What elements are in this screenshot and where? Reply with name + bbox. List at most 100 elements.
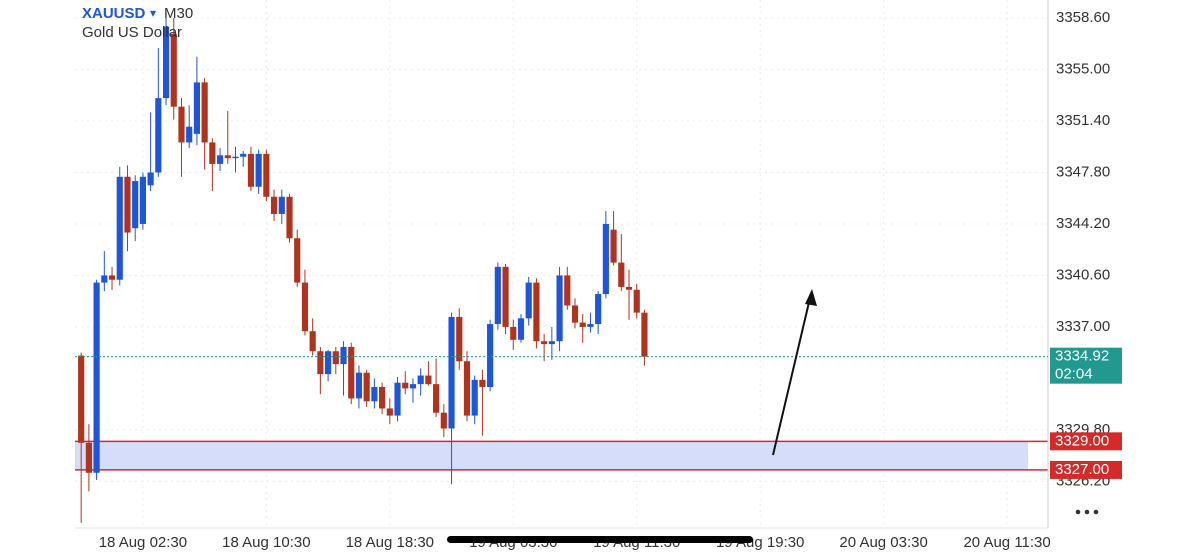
- y-tick-label: 3358.60: [1056, 9, 1110, 26]
- symbol[interactable]: XAUUSD: [82, 5, 146, 22]
- candle-body: [510, 326, 517, 340]
- candle-body: [340, 346, 347, 365]
- candle-body: [479, 379, 486, 387]
- candle-body: [425, 375, 432, 385]
- candle-body: [579, 322, 586, 327]
- candle-body: [587, 324, 594, 327]
- candle-body: [379, 386, 386, 409]
- last-price-tag: [1050, 347, 1122, 384]
- candle-body: [471, 379, 478, 416]
- candle-body: [463, 361, 471, 416]
- candle-body: [502, 266, 509, 327]
- timeframe[interactable]: M30: [164, 5, 193, 22]
- candle-body: [517, 318, 525, 340]
- candle-body: [162, 26, 170, 99]
- candles: [78, 12, 648, 523]
- arrow-head: [805, 289, 817, 306]
- candle-body: [278, 196, 285, 214]
- candle-body: [124, 176, 131, 233]
- x-tick-label: 20 Aug 11:30: [963, 534, 1050, 551]
- candle-body: [448, 316, 455, 429]
- candle-body: [525, 282, 532, 319]
- candle-body: [402, 382, 409, 389]
- candle-body: [556, 275, 563, 342]
- zone-label: 3329.00: [1055, 432, 1109, 449]
- y-tick-label: 3340.60: [1056, 266, 1110, 283]
- menu-dot[interactable]: [1093, 509, 1099, 515]
- candle-body: [487, 324, 494, 387]
- candle-body: [193, 82, 201, 134]
- candle-body: [240, 153, 247, 157]
- candle-body: [186, 126, 193, 143]
- candle-body: [571, 305, 579, 323]
- candle-body: [494, 266, 501, 325]
- candle-body: [610, 229, 617, 263]
- arrow-shaft: [772, 297, 811, 456]
- candle-body: [155, 98, 162, 173]
- menu-dot[interactable]: [1084, 509, 1090, 515]
- x-tick-label: 18 Aug 18:30: [346, 534, 434, 551]
- candle-body: [602, 223, 609, 295]
- candle-body: [209, 142, 216, 164]
- candle-body: [85, 442, 92, 473]
- candle-body: [348, 346, 355, 399]
- more-menu[interactable]: [1075, 509, 1099, 515]
- candle-body: [132, 181, 139, 229]
- candle-body: [116, 176, 123, 280]
- candle-body: [394, 382, 401, 416]
- candle-body: [325, 351, 332, 375]
- last-price-label: 3334.92: [1055, 348, 1109, 365]
- candle-body: [170, 33, 177, 107]
- candle-body: [317, 351, 324, 375]
- y-tick-label: 3344.20: [1056, 215, 1110, 232]
- y-tick-label: 3347.80: [1056, 163, 1110, 180]
- candle-body: [417, 375, 424, 385]
- candle-body: [286, 196, 293, 239]
- symbol-dropdown[interactable]: ▾: [150, 6, 156, 20]
- candle-body: [216, 155, 224, 164]
- candle-body: [363, 372, 370, 402]
- x-tick-label: 18 Aug 02:30: [99, 534, 187, 551]
- candle-body: [433, 384, 440, 413]
- candle-body: [255, 153, 262, 187]
- y-tick-label: 3355.00: [1056, 60, 1110, 77]
- candle-body: [139, 176, 146, 224]
- x-tick-label: 20 Aug 03:30: [839, 534, 927, 551]
- candle-body: [386, 408, 393, 416]
- zone: [75, 440, 1048, 471]
- candle-body: [178, 106, 185, 143]
- candle-body: [301, 282, 309, 332]
- candle-body: [440, 412, 447, 429]
- candle-body: [564, 275, 571, 306]
- x-tick-label: 18 Aug 10:30: [222, 534, 310, 551]
- zone-fill: [75, 441, 1028, 470]
- candle-body: [456, 316, 463, 362]
- candle-body: [533, 282, 540, 342]
- candle-body: [232, 156, 239, 159]
- candle-body: [633, 289, 640, 313]
- zone-tag: [1050, 432, 1122, 451]
- menu-dot[interactable]: [1075, 509, 1081, 515]
- y-tick-label: 3337.00: [1056, 318, 1110, 335]
- candle-body: [78, 355, 85, 443]
- candle-body: [201, 82, 208, 143]
- candle-body: [294, 238, 301, 283]
- candle-body: [309, 331, 316, 352]
- candle-body: [108, 275, 116, 280]
- candle-body: [641, 312, 648, 357]
- subtitle: Gold US Dollar: [82, 24, 182, 41]
- candle-body: [548, 341, 555, 345]
- candle-body: [618, 262, 625, 287]
- home-indicator: [447, 536, 753, 543]
- zone-label: 3327.00: [1055, 461, 1109, 478]
- candle-body: [595, 294, 602, 325]
- candle-body: [147, 172, 154, 186]
- countdown: 02:04: [1055, 366, 1093, 383]
- candle-body: [355, 372, 363, 399]
- candle-body: [263, 153, 270, 197]
- y-tick-label: 3351.40: [1056, 112, 1110, 129]
- candle-body: [409, 384, 417, 389]
- candle-body: [371, 386, 378, 402]
